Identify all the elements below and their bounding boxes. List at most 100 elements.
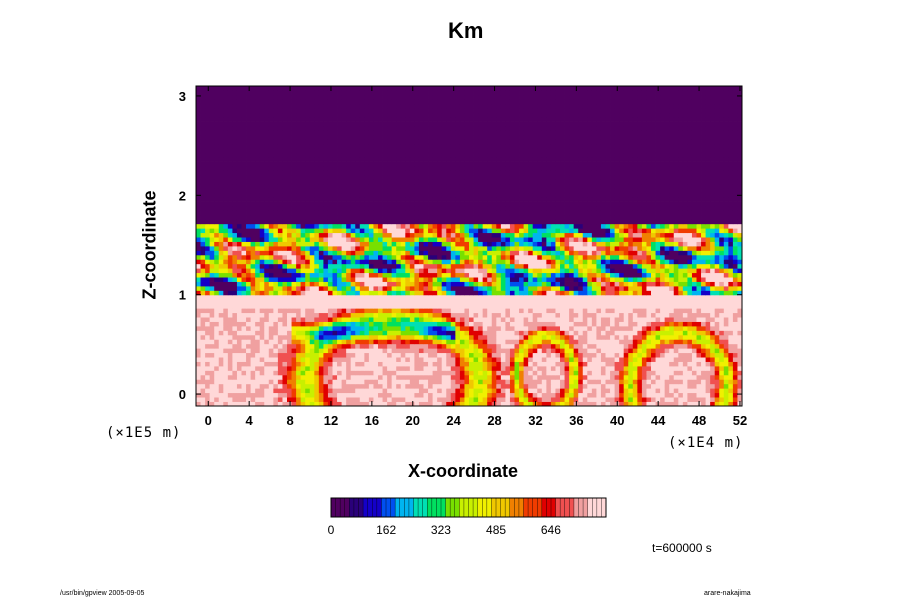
heatmap-cell: [259, 281, 265, 287]
heatmap-cell: [314, 366, 320, 371]
heatmap-cell: [364, 374, 370, 380]
heatmap-cell: [309, 379, 315, 385]
heatmap-cell: [641, 272, 647, 278]
heatmap-cell: [605, 250, 611, 256]
heatmap-cell: [296, 392, 302, 398]
heatmap-cell: [396, 392, 402, 398]
heatmap-cell: [205, 277, 211, 282]
heatmap-cell: [382, 401, 388, 406]
heatmap-cell: [723, 357, 729, 362]
heatmap-cell: [405, 321, 411, 327]
heatmap-cell: [641, 334, 647, 340]
heatmap-cell: [196, 290, 201, 296]
heatmap-cell: [569, 312, 575, 318]
heatmap-cell: [259, 343, 265, 349]
heatmap-cell: [227, 348, 233, 354]
heatmap-cell: [673, 254, 679, 260]
heatmap-cell: [505, 219, 511, 225]
heatmap-cell: [309, 357, 315, 362]
heatmap-cell: [441, 268, 447, 274]
heatmap-cell: [678, 286, 684, 291]
heatmap-cell: [587, 268, 593, 274]
heatmap-cell: [705, 303, 711, 309]
heatmap-cell: [428, 374, 433, 380]
heatmap-cell: [373, 330, 379, 336]
heatmap-cell: [491, 366, 497, 371]
heatmap-cell: [564, 397, 570, 402]
heatmap-cell: [596, 374, 602, 380]
heatmap-cell: [537, 374, 543, 380]
heatmap-cell: [268, 308, 274, 314]
heatmap-cell: [651, 321, 656, 327]
heatmap-cell: [296, 379, 302, 385]
heatmap-cell: [696, 272, 702, 278]
heatmap-cell: [723, 401, 729, 406]
heatmap-cell: [528, 326, 534, 331]
heatmap-cell: [337, 352, 342, 358]
heatmap-cell: [327, 352, 333, 358]
heatmap-cell: [382, 348, 388, 354]
heatmap-cell: [196, 312, 201, 318]
heatmap-cell: [241, 348, 247, 354]
heatmap-cell: [696, 321, 702, 327]
heatmap-cell: [732, 286, 738, 291]
heatmap-cell: [305, 223, 311, 229]
heatmap-cell: [669, 299, 675, 305]
heatmap-cell: [550, 343, 556, 349]
heatmap-cell: [209, 397, 215, 402]
heatmap-cell: [532, 294, 538, 300]
heatmap-cell: [387, 383, 393, 389]
heatmap-cell: [600, 286, 606, 291]
heatmap-cell: [550, 263, 556, 269]
heatmap-cell: [528, 352, 534, 358]
heatmap-cell: [710, 348, 716, 354]
heatmap-cell: [560, 401, 565, 406]
heatmap-cell: [382, 294, 388, 300]
heatmap-cell: [323, 348, 329, 354]
heatmap-cell: [528, 308, 534, 314]
heatmap-cell: [396, 370, 402, 376]
heatmap-cell: [296, 374, 302, 380]
heatmap-cell: [610, 330, 615, 336]
heatmap-cell: [569, 357, 575, 362]
heatmap-cell: [651, 228, 656, 234]
heatmap-cell: [246, 308, 251, 314]
heatmap-cell: [314, 370, 320, 376]
heatmap-cell: [519, 268, 524, 274]
heatmap-cell: [537, 370, 543, 376]
heatmap-cell: [350, 352, 356, 358]
heatmap-cell: [400, 250, 406, 256]
heatmap-cell: [628, 241, 634, 247]
heatmap-cell: [519, 299, 524, 305]
heatmap-cell: [728, 366, 734, 371]
heatmap-cell: [641, 241, 647, 247]
heatmap-cell: [396, 348, 402, 354]
heatmap-cell: [723, 223, 729, 229]
heatmap-cell: [391, 352, 397, 358]
heatmap-cell: [473, 388, 479, 394]
heatmap-cell: [246, 223, 251, 229]
heatmap-cell: [309, 330, 315, 336]
heatmap-cell: [373, 370, 379, 376]
heatmap-cell: [223, 366, 229, 371]
heatmap-cell: [578, 326, 584, 331]
heatmap-cell: [273, 286, 279, 291]
heatmap-cell: [673, 232, 679, 238]
heatmap-cell: [409, 383, 415, 389]
heatmap-cell: [564, 232, 570, 238]
heatmap-cell: [368, 392, 374, 398]
heatmap-cell: [341, 312, 347, 318]
heatmap-cell: [437, 326, 443, 331]
heatmap-cell: [309, 370, 315, 376]
heatmap-cell: [732, 250, 738, 256]
heatmap-cell: [314, 321, 320, 327]
heatmap-cell: [705, 250, 711, 256]
heatmap-cell: [564, 357, 570, 362]
heatmap-cell: [277, 277, 283, 282]
heatmap-cell: [473, 237, 479, 242]
heatmap-cell: [250, 374, 256, 380]
heatmap-cell: [368, 281, 374, 287]
heatmap-cell: [541, 223, 547, 229]
heatmap-cell: [287, 401, 292, 406]
heatmap-cell: [350, 290, 356, 296]
